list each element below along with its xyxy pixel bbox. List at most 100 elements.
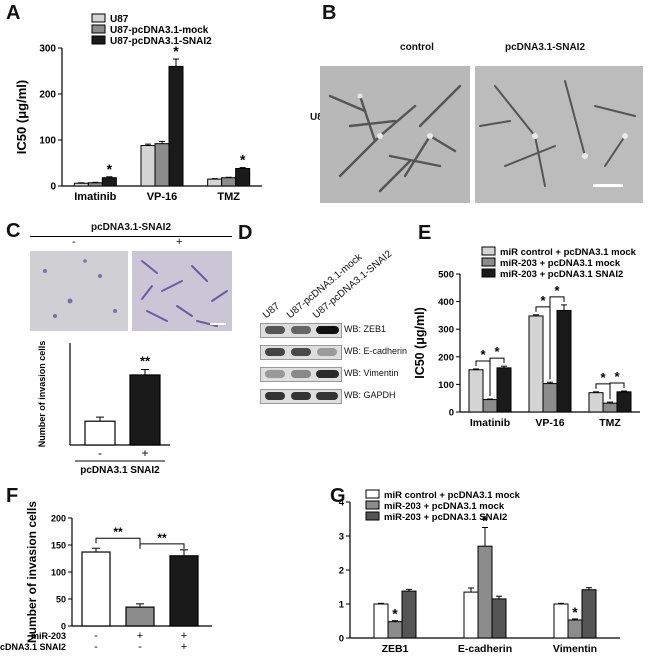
bar: [616, 391, 632, 413]
legend-label: miR-203 + pcDNA3.1 mock: [384, 501, 505, 512]
band: [317, 348, 337, 356]
chart-e: 0 100 200 300 400 500 IC50 (μg/ml) Imatinib VP-1…: [413, 246, 640, 429]
bar: [73, 182, 89, 187]
panel-label-g: G: [330, 485, 346, 507]
x-tick-label: Vimentin: [553, 643, 597, 655]
legend-label: miR-203 + pcDNA3.1 mock: [500, 258, 621, 269]
x-tick-label: -: [98, 446, 102, 460]
significance-star: *: [600, 370, 606, 385]
bar: [602, 402, 618, 413]
row-label: miR-203: [31, 631, 66, 641]
y-axis-label: Number of invasion cells: [37, 341, 47, 448]
invasion-image-control-texture: [30, 251, 128, 331]
significance-star: **: [157, 531, 167, 545]
x-tick-label: VP-16: [147, 191, 178, 203]
significance-bracket: [95, 537, 141, 544]
micrograph-snai2: [475, 66, 643, 203]
significance-star: **: [140, 354, 151, 369]
row-mark: +: [137, 630, 143, 642]
significance-star: *: [614, 369, 620, 384]
micrograph-row-label: U87: [310, 112, 340, 123]
micrograph-col-label-snai2: pcDNA3.1-SNAI2: [504, 42, 586, 53]
y-tick-label: 200: [438, 352, 454, 363]
bar: [553, 603, 569, 639]
x-tick-label: +: [141, 446, 148, 460]
bar: [588, 392, 604, 413]
y-tick-label: 200: [39, 90, 56, 101]
legend-swatch: [481, 268, 496, 278]
y-tick-label: 0: [61, 622, 66, 632]
chart-g: 01234Relative mRNAZEB1E-cadherinVimentin…: [339, 489, 620, 655]
band: [316, 370, 339, 378]
row-label: pcDNA3.1 SNAI2: [0, 642, 66, 652]
significance-bracket: [139, 543, 185, 549]
band: [291, 348, 311, 356]
row-mark: +: [181, 630, 187, 642]
micrograph-control-texture: [320, 66, 470, 203]
bar: [125, 606, 155, 627]
significance-bracket: [609, 382, 625, 400]
img-label-plus: +: [176, 236, 183, 248]
row-mark: -: [94, 641, 98, 653]
bar: [482, 399, 498, 413]
bar: [387, 621, 403, 639]
significance-star: *: [173, 43, 179, 59]
bar: [129, 374, 161, 446]
legend-swatch: [481, 257, 496, 267]
blot-gapdh: [260, 389, 342, 404]
panel-label-f: F: [6, 485, 19, 507]
bar: [81, 551, 111, 627]
x-tick-label: ZEB1: [382, 643, 409, 655]
band: [265, 392, 285, 400]
bar: [101, 177, 117, 187]
micrograph-col-label-control: control: [400, 42, 434, 53]
bar: [491, 598, 507, 639]
bar: [87, 182, 103, 187]
legend-label: U87-pcDNA3.1-SNAI2: [110, 36, 212, 47]
x-tick-label: TMZ: [217, 191, 240, 203]
y-tick-label: 0: [50, 182, 56, 193]
y-tick-label: 50: [56, 595, 66, 605]
img-label-minus: -: [72, 236, 76, 248]
panel-c-header: pcDNA3.1-SNAI2: [90, 222, 172, 233]
significance-star: *: [480, 347, 486, 362]
y-tick-label: 400: [438, 297, 454, 308]
significance-star: **: [113, 525, 123, 539]
invasion-image-snai2: [132, 251, 232, 331]
significance-star: *: [240, 152, 246, 168]
y-tick-label: 3: [339, 532, 344, 543]
blot-label-vimentin: WB: Vimentin: [344, 368, 399, 378]
bar: [542, 383, 558, 413]
legend-swatch: [365, 511, 380, 521]
bar: [168, 65, 184, 187]
bar: [84, 420, 116, 446]
scale-bar-c: [210, 323, 226, 325]
x-tick-label: Imatinib: [470, 417, 510, 429]
panel-d-western-blot: U87 U87-pcDNA3.1-mock U87-pcDNA3.1-SNAI2…: [240, 240, 420, 420]
legend-label: miR-203 + pcDNA3.1 SNAI2: [384, 512, 507, 523]
band: [291, 326, 311, 334]
blot-vimentin: [260, 367, 342, 382]
blot-label-gapdh: WB: GAPDH: [344, 390, 396, 400]
bar: [401, 590, 417, 639]
bar: [373, 603, 389, 639]
legend-swatch: [91, 24, 106, 34]
bar: [235, 168, 251, 187]
significance-star: *: [572, 604, 578, 620]
bar: [567, 619, 583, 639]
y-tick-label: 500: [438, 270, 454, 281]
bar: [207, 178, 223, 187]
y-axis-label: Number of invasion cells: [25, 501, 39, 643]
significance-star: *: [482, 513, 488, 529]
y-tick-label: 0: [449, 408, 454, 419]
significance-star: *: [554, 283, 560, 298]
y-tick-label: 300: [438, 325, 454, 336]
panel-label-b: B: [322, 2, 337, 24]
panel-b-micrographs: control pcDNA3.1-SNAI2 U87: [310, 40, 650, 210]
legend-label: U87: [110, 14, 129, 25]
y-tick-label: 100: [39, 136, 56, 147]
bar: [528, 315, 544, 413]
x-tick-label: VP-16: [535, 417, 564, 429]
bar: [140, 145, 156, 187]
y-axis-label: IC50 (μg/ml): [413, 307, 427, 379]
